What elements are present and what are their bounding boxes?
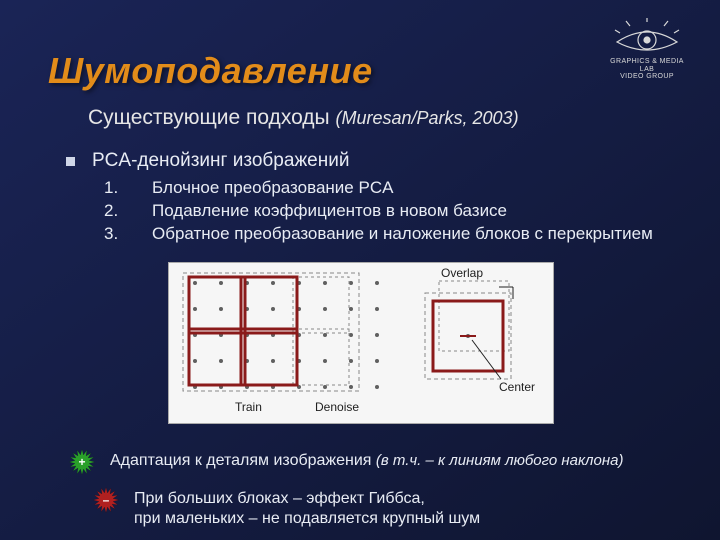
list-item: 2.Подавление коэффициентов в новом базис… (128, 201, 680, 221)
svg-text:–: – (103, 493, 110, 507)
subtitle-text: Существующие подходы (88, 106, 335, 129)
step-2: Подавление коэффициентов в новом базисе (152, 201, 507, 220)
con-text: При больших блоках – эффект Гиббса, при … (134, 484, 480, 529)
plus-badge-icon: + (66, 446, 98, 478)
minus-badge-icon: – (90, 484, 122, 516)
logo: GRAPHICS & MEDIA LAB VIDEO GROUP (602, 18, 692, 81)
bullet-main: PCA-денойзинг изображений (66, 150, 680, 172)
num-list: 1.Блочное преобразование PCA 2.Подавлени… (66, 178, 680, 244)
svg-text:Train: Train (235, 400, 262, 414)
list-item: 1.Блочное преобразование PCA (128, 178, 680, 198)
pro-text: Адаптация к деталям изображения (в т.ч. … (110, 446, 623, 471)
svg-text:+: + (78, 455, 85, 469)
slide-subtitle: Существующие подходы (Muresan/Parks, 200… (88, 106, 519, 130)
svg-text:Center: Center (499, 380, 535, 394)
con-row: – При больших блоках – эффект Гиббса, пр… (66, 484, 690, 529)
logo-line2: VIDEO GROUP (602, 73, 692, 81)
list-item: 3.Обратное преобразование и наложение бл… (128, 224, 680, 244)
pca-diagram: Train Denoise Overlap Center (168, 262, 554, 424)
svg-text:Overlap: Overlap (441, 266, 483, 280)
subtitle-cite: (Muresan/Parks, 2003) (335, 108, 518, 128)
step-1: Блочное преобразование PCA (152, 178, 393, 197)
body: PCA-денойзинг изображений 1.Блочное прео… (66, 150, 680, 247)
eye-icon (612, 18, 682, 56)
slide: { "logo": { "line1": "GRAPHICS & MEDIA L… (0, 0, 720, 540)
step-3: Обратное преобразование и наложение блок… (152, 224, 653, 243)
svg-text:Denoise: Denoise (315, 400, 359, 414)
logo-line1: GRAPHICS & MEDIA LAB (602, 58, 692, 73)
slide-title: Шумоподавление (48, 50, 373, 92)
pro-row: + Адаптация к деталям изображения (в т.ч… (66, 446, 690, 478)
